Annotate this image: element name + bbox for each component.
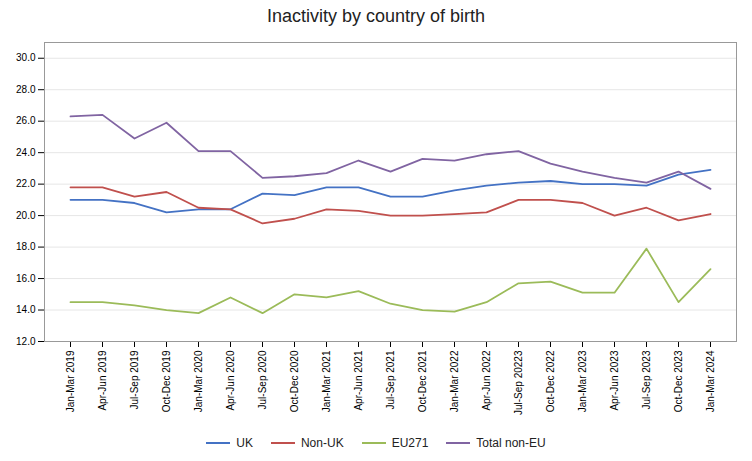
svg-text:Jan-Mar 2023: Jan-Mar 2023 bbox=[577, 350, 588, 412]
svg-text:Apr-Jun 2021: Apr-Jun 2021 bbox=[353, 350, 364, 410]
svg-text:Jul-Sep 20223: Jul-Sep 20223 bbox=[513, 350, 524, 415]
svg-text:16.0: 16.0 bbox=[16, 273, 36, 284]
svg-text:Apr-Jun 2020: Apr-Jun 2020 bbox=[225, 350, 236, 410]
svg-text:Apr-Jun 2022: Apr-Jun 2022 bbox=[481, 350, 492, 410]
svg-text:Jul-Sep 2019: Jul-Sep 2019 bbox=[129, 350, 140, 409]
svg-text:Jul-Sep 2020: Jul-Sep 2020 bbox=[257, 350, 268, 409]
svg-text:28.0: 28.0 bbox=[16, 84, 36, 95]
svg-text:Oct-Dec 2021: Oct-Dec 2021 bbox=[417, 350, 428, 412]
svg-text:Jan-Mar 2022: Jan-Mar 2022 bbox=[449, 350, 460, 412]
svg-text:Jan-Mar 2019: Jan-Mar 2019 bbox=[65, 350, 76, 412]
svg-text:Jan-Mar 2024: Jan-Mar 2024 bbox=[705, 350, 716, 412]
svg-text:24.0: 24.0 bbox=[16, 147, 36, 158]
html-text:Total non-EU: Total non-EU bbox=[476, 436, 546, 450]
svg-text:Oct-Dec 2019: Oct-Dec 2019 bbox=[161, 350, 172, 412]
html-text:EU271: EU271 bbox=[391, 436, 429, 450]
svg-text:Apr-Jun 2019: Apr-Jun 2019 bbox=[97, 350, 108, 410]
svg-text:Oct-Dec 2023: Oct-Dec 2023 bbox=[673, 350, 684, 412]
svg-text:Oct-Dec 2022: Oct-Dec 2022 bbox=[545, 350, 556, 412]
svg-text:Jan-Mar 2021: Jan-Mar 2021 bbox=[321, 350, 332, 412]
svg-text:Oct-Dec 2020: Oct-Dec 2020 bbox=[289, 350, 300, 412]
svg-text:Jul-Sep 2021: Jul-Sep 2021 bbox=[385, 350, 396, 409]
svg-text:Jan-Mar 2020: Jan-Mar 2020 bbox=[193, 350, 204, 412]
svg-text:20.0: 20.0 bbox=[16, 210, 36, 221]
html-text:UK: UK bbox=[236, 436, 253, 450]
svg-text:Jul-Sep 2023: Jul-Sep 2023 bbox=[641, 350, 652, 409]
svg-text:12.0: 12.0 bbox=[16, 336, 36, 347]
svg-text:18.0: 18.0 bbox=[16, 241, 36, 252]
svg-text:Apr-Jun 2023: Apr-Jun 2023 bbox=[609, 350, 620, 410]
svg-text:14.0: 14.0 bbox=[16, 304, 36, 315]
html-text:Inactivity by country of birth: Inactivity by country of birth bbox=[267, 6, 485, 26]
svg-text:22.0: 22.0 bbox=[16, 178, 36, 189]
html-text:Non-UK: Non-UK bbox=[301, 436, 344, 450]
svg-text:26.0: 26.0 bbox=[16, 115, 36, 126]
svg-text:30.0: 30.0 bbox=[16, 52, 36, 63]
